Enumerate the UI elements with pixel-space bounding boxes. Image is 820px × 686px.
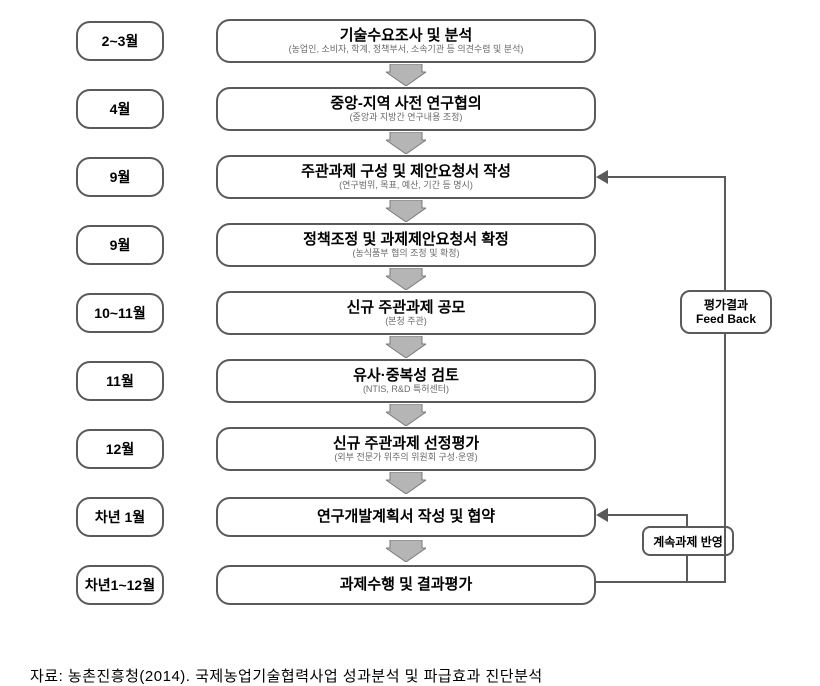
step-title: 주관과제 구성 및 제안요청서 작성 — [301, 163, 511, 181]
month-box: 차년 1월 — [76, 497, 164, 537]
flow-arrow — [386, 268, 426, 290]
connector-line — [724, 176, 726, 290]
step-box: 과제수행 및 결과평가 — [216, 565, 596, 605]
month-box: 4월 — [76, 89, 164, 129]
month-label: 11월 — [106, 371, 134, 391]
step-sub: (연구범위, 목표, 예산, 기간 등 명시) — [339, 181, 473, 191]
month-box: 2~3월 — [76, 21, 164, 61]
connector-line — [606, 514, 688, 516]
month-box: 9월 — [76, 157, 164, 197]
month-box: 11월 — [76, 361, 164, 401]
step-sub: (외부 전문가 위주의 위원회 구성·운영) — [334, 453, 477, 463]
month-label: 차년1~12월 — [85, 575, 155, 595]
step-row: 10~11월 신규 주관과제 공모 (본청 주관) — [30, 290, 790, 336]
step-sub: (농업인, 소비자, 학계, 정책부서, 소속기관 등 의견수렴 및 분석) — [289, 45, 524, 55]
month-box: 차년1~12월 — [76, 565, 164, 605]
connector-line — [606, 176, 726, 178]
flow-arrow — [386, 472, 426, 494]
flowchart-diagram: 2~3월 기술수요조사 및 분석 (농업인, 소비자, 학계, 정책부서, 소속… — [30, 18, 790, 648]
step-sub: (농식품부 협의 조정 및 확정) — [352, 249, 459, 259]
source-text: 자료: 농촌진흥청(2014). 국제농업기술협력사업 성과분석 및 파급효과 … — [30, 665, 543, 686]
step-row: 4월 중앙-지역 사전 연구협의 (중앙과 지방간 연구내용 조정) — [30, 86, 790, 132]
flow-arrow — [386, 200, 426, 222]
month-label: 차년 1월 — [95, 507, 145, 527]
flow-arrow — [386, 132, 426, 154]
step-box: 유사·중복성 검토 (NTIS, R&D 특허센터) — [216, 359, 596, 403]
arrowhead-icon — [596, 508, 608, 522]
month-box: 9월 — [76, 225, 164, 265]
step-sub: (본청 주관) — [385, 317, 427, 327]
continue-label: 계속과제 반영 — [653, 533, 723, 550]
step-box: 기술수요조사 및 분석 (농업인, 소비자, 학계, 정책부서, 소속기관 등 … — [216, 19, 596, 63]
connector-line — [596, 581, 726, 583]
connector-line — [686, 556, 688, 581]
step-sub: (NTIS, R&D 특허센터) — [363, 385, 449, 395]
step-row: 12월 신규 주관과제 선정평가 (외부 전문가 위주의 위원회 구성·운영) — [30, 426, 790, 472]
feedback-box: 평가결과 Feed Back — [680, 290, 772, 334]
month-label: 2~3월 — [102, 31, 139, 51]
flow-arrow — [386, 540, 426, 562]
step-box: 신규 주관과제 선정평가 (외부 전문가 위주의 위원회 구성·운영) — [216, 427, 596, 471]
step-row: 2~3월 기술수요조사 및 분석 (농업인, 소비자, 학계, 정책부서, 소속… — [30, 18, 790, 64]
feedback-line1: 평가결과 — [704, 298, 748, 312]
step-box: 연구개발계획서 작성 및 협약 — [216, 497, 596, 537]
step-title: 과제수행 및 결과평가 — [340, 576, 473, 594]
step-row: 9월 정책조정 및 과제제안요청서 확정 (농식품부 협의 조정 및 확정) — [30, 222, 790, 268]
month-label: 4월 — [110, 99, 131, 119]
month-label: 12월 — [106, 439, 134, 459]
connector-line — [724, 334, 726, 583]
flow-arrow — [386, 404, 426, 426]
flow-arrow — [386, 64, 426, 86]
step-title: 신규 주관과제 공모 — [347, 299, 466, 317]
month-box: 10~11월 — [76, 293, 164, 333]
feedback-line2: Feed Back — [696, 312, 756, 326]
step-box: 신규 주관과제 공모 (본청 주관) — [216, 291, 596, 335]
month-label: 10~11월 — [94, 303, 145, 323]
step-box: 정책조정 및 과제제안요청서 확정 (농식품부 협의 조정 및 확정) — [216, 223, 596, 267]
step-box: 중앙-지역 사전 연구협의 (중앙과 지방간 연구내용 조정) — [216, 87, 596, 131]
step-title: 신규 주관과제 선정평가 — [333, 435, 479, 453]
month-label: 9월 — [110, 167, 131, 187]
step-title: 정책조정 및 과제제안요청서 확정 — [303, 231, 509, 249]
step-title: 유사·중복성 검토 — [353, 367, 459, 385]
step-sub: (중앙과 지방간 연구내용 조정) — [350, 113, 463, 123]
step-box: 주관과제 구성 및 제안요청서 작성 (연구범위, 목표, 예산, 기간 등 명… — [216, 155, 596, 199]
month-box: 12월 — [76, 429, 164, 469]
flow-arrow — [386, 336, 426, 358]
continue-box: 계속과제 반영 — [642, 526, 734, 556]
step-title: 중앙-지역 사전 연구협의 — [330, 95, 481, 113]
arrowhead-icon — [596, 170, 608, 184]
step-title: 기술수요조사 및 분석 — [340, 27, 473, 45]
step-row: 11월 유사·중복성 검토 (NTIS, R&D 특허센터) — [30, 358, 790, 404]
step-row: 차년1~12월 과제수행 및 결과평가 — [30, 562, 790, 608]
step-title: 연구개발계획서 작성 및 협약 — [317, 508, 495, 526]
month-label: 9월 — [110, 235, 131, 255]
